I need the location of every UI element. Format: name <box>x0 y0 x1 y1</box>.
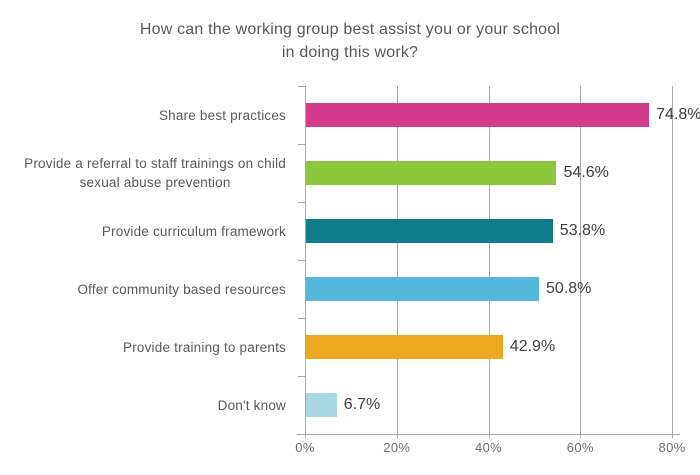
bar-row: 54.6% <box>305 144 672 202</box>
x-axis-tick-20% <box>396 434 398 438</box>
category-label-text: Share best practices <box>158 107 286 123</box>
bar-1 <box>306 103 650 127</box>
value-label: 54.6% <box>563 164 609 181</box>
category-label: Offer community based resources <box>0 260 286 318</box>
category-label-text: Provide curriculum framework <box>101 223 286 239</box>
bar-6 <box>306 393 337 417</box>
x-axis-tick-label: 40% <box>475 440 502 455</box>
category-label: Don't know <box>0 376 286 434</box>
x-axis-tick-label: 0% <box>295 440 315 455</box>
bar-row: 53.8% <box>305 202 672 260</box>
bar-row: 6.7% <box>305 376 672 434</box>
y-axis-tick <box>298 86 305 87</box>
value-label: 42.9% <box>509 338 556 355</box>
bar-5 <box>306 335 503 359</box>
category-label-text: Don't know <box>217 397 286 413</box>
x-axis-tick-label: 80% <box>658 440 686 455</box>
y-axis-tick <box>298 376 305 377</box>
plot-area: 74.8% 54.6% 53.8% 50.8% 42.9% 6.7% <box>297 86 700 438</box>
gridline-60% <box>580 86 582 434</box>
category-label: Provide a referral to staff trainings on… <box>0 144 286 202</box>
category-label: Provide training to parents <box>0 318 286 376</box>
category-label: Share best practices <box>0 86 286 144</box>
bar-row: 50.8% <box>305 260 672 318</box>
y-axis-tick <box>298 318 305 319</box>
x-axis-tick-80% <box>672 434 673 438</box>
category-label: Provide curriculum framework <box>0 202 286 260</box>
value-label: 50.8% <box>546 280 592 297</box>
x-axis-tick-label: 20% <box>383 440 411 455</box>
value-label: 6.7% <box>343 396 381 413</box>
y-axis-tick <box>298 144 305 145</box>
x-axis-tick-60% <box>580 434 582 438</box>
x-axis-tick-40% <box>488 434 490 438</box>
bar-row: 42.9% <box>305 318 672 376</box>
y-axis-tick <box>298 434 305 435</box>
bar-row: 74.8% <box>305 86 700 144</box>
category-label-text: Provide training to parents <box>123 339 286 355</box>
y-axis-line <box>305 86 306 434</box>
bar-3 <box>306 219 553 243</box>
value-label: 74.8% <box>656 106 700 123</box>
bar-4 <box>306 277 540 301</box>
y-axis-tick <box>298 260 305 261</box>
gridline-80% <box>672 86 673 434</box>
bar-2 <box>306 161 557 185</box>
gridline-20% <box>396 86 398 434</box>
gridline-40% <box>488 86 490 434</box>
y-axis-tick <box>298 202 305 203</box>
category-label-text: Provide a referral to staff trainings on… <box>24 156 286 190</box>
chart-title: How can the working group best assist yo… <box>139 21 561 61</box>
x-axis-tick-label: 60% <box>566 440 594 455</box>
value-label: 53.8% <box>559 222 606 239</box>
category-label-text: Offer community based resources <box>77 281 286 297</box>
x-axis-tick-0% <box>305 434 306 438</box>
